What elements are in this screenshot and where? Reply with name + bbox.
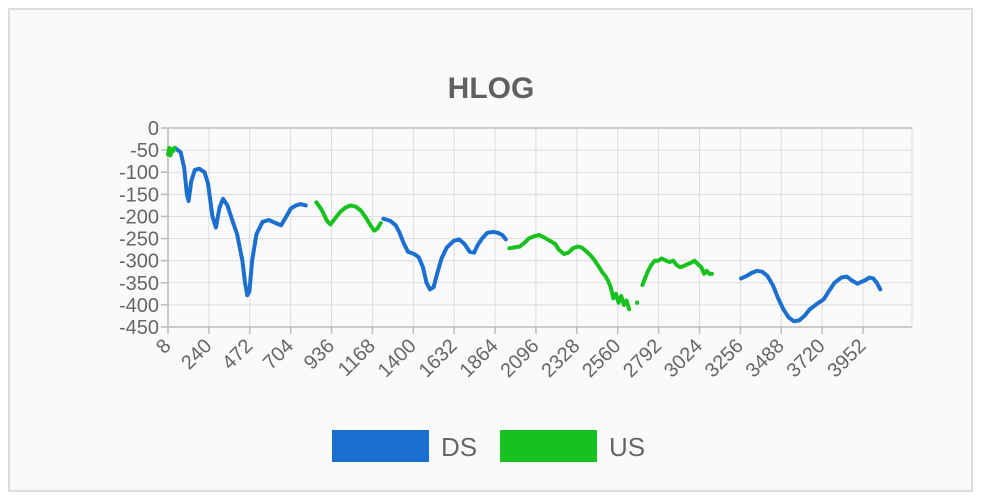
series-us-line [507,233,632,312]
y-tick-label: -50 [130,140,159,162]
legend-swatch-ds[interactable] [332,430,429,462]
x-axis-ticks: 8 240 472 704 936116814001632186420962328256… [152,335,870,382]
x-tick-label: 1168 [334,335,380,381]
legend: DS US [332,430,645,462]
x-tick-label: 3488 [742,335,789,382]
y-axis-ticks: 0-50-100-150-200-250-300-350-400-450 [119,118,159,339]
x-tick-label: 8 [152,335,175,358]
x-tick-label: 2560 [578,335,625,382]
x-tick-label: 2792 [619,335,666,382]
y-tick-label: -150 [119,184,159,206]
series-ds-line [381,216,508,292]
y-tick-label: -350 [119,273,159,295]
y-tick-label: -200 [119,206,159,228]
legend-swatch-us[interactable] [500,430,597,462]
y-tick-label: -250 [119,229,159,251]
series-us-line [166,145,177,158]
x-tick-label: 3720 [783,335,830,382]
y-tick-label: -300 [119,251,159,273]
series-layer [166,145,883,324]
x-tick-label: 704 [259,335,298,374]
x-tick-label: 1400 [374,335,421,382]
axes-layer [161,127,913,334]
y-tick-label: 0 [148,118,159,140]
series-us-line [640,256,714,287]
x-tick-label: 1632 [415,335,462,382]
series-us-line [314,200,383,233]
x-tick-label: 3024 [660,335,707,382]
chart-title: HLOG [448,72,535,105]
x-tick-label: 240 [177,335,216,374]
y-tick-label: -450 [119,317,159,339]
legend-label-us[interactable]: US [609,432,645,462]
x-tick-label: 2096 [496,335,543,382]
series-ds-line [739,268,883,324]
chart-card [8,8,973,492]
y-tick-label: -100 [119,162,159,184]
legend-label-ds[interactable]: DS [441,432,477,462]
series-ds-line [173,145,308,298]
series-us-point [634,300,640,305]
x-tick-label: 472 [218,335,257,374]
y-tick-label: -400 [119,295,159,317]
x-tick-label: 2328 [537,335,584,382]
x-tick-label: 936 [300,335,339,374]
x-tick-label: 3952 [824,335,871,382]
grid-layer [167,127,912,328]
x-tick-label: 1864 [456,335,503,382]
x-tick-label: 3256 [701,335,748,382]
